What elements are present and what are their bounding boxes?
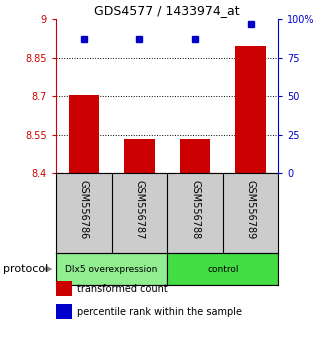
Bar (56, 253, 167, 285)
Bar (124, 139, 155, 173)
Text: Dlx5 overexpression: Dlx5 overexpression (65, 264, 158, 274)
Bar (68, 95, 99, 173)
Bar (167, 253, 278, 285)
Text: GSM556788: GSM556788 (190, 180, 200, 239)
Text: control: control (207, 264, 238, 274)
Bar (235, 46, 266, 173)
Bar (180, 139, 210, 173)
Text: GSM556786: GSM556786 (79, 180, 89, 239)
Text: GSM556789: GSM556789 (246, 180, 256, 239)
Title: GDS4577 / 1433974_at: GDS4577 / 1433974_at (94, 4, 240, 17)
Text: percentile rank within the sample: percentile rank within the sample (77, 307, 242, 316)
Text: GSM556787: GSM556787 (134, 180, 144, 239)
Text: protocol: protocol (3, 264, 48, 274)
Text: transformed count: transformed count (77, 284, 168, 293)
